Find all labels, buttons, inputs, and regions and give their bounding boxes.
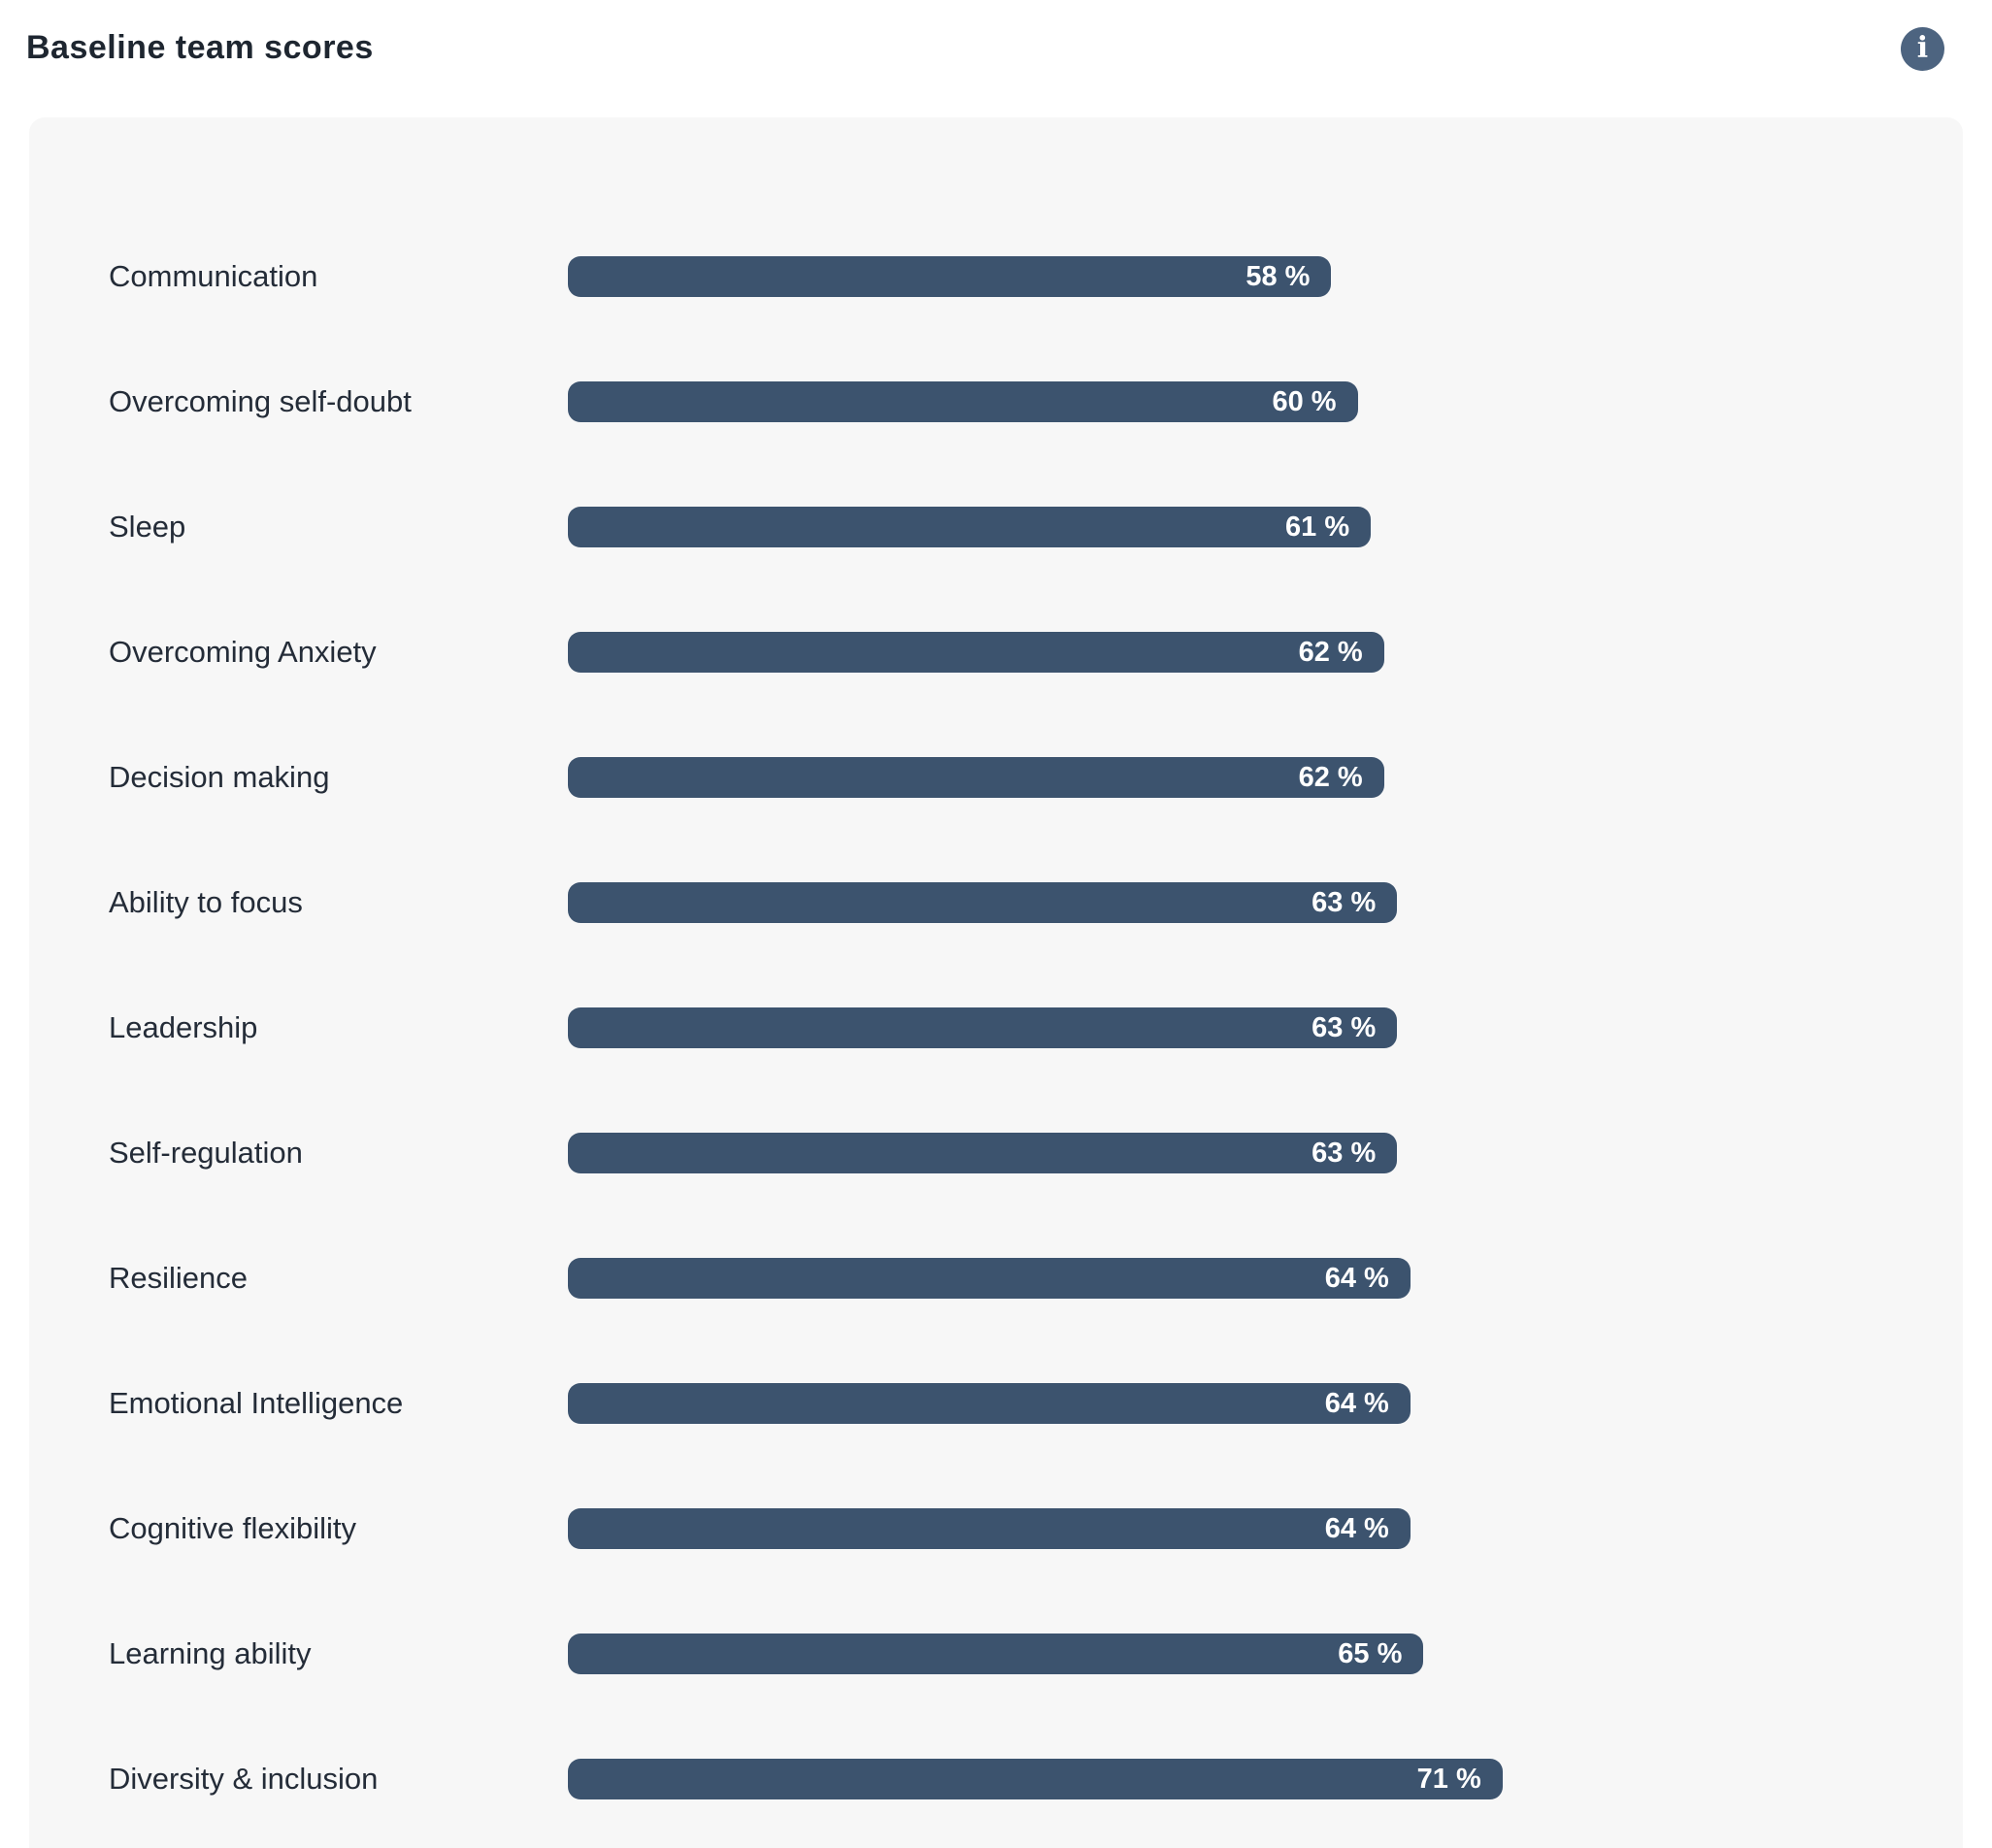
- row-label: Overcoming Anxiety: [109, 635, 377, 669]
- bar-row: Overcoming self-doubt 60 %: [109, 381, 1884, 422]
- bar-value: 63 %: [1311, 1137, 1377, 1169]
- bar-track: 62 %: [568, 757, 1884, 798]
- bar: 65 %: [568, 1634, 1424, 1674]
- chart-title: Baseline team scores: [26, 29, 374, 66]
- bar-track: 64 %: [568, 1383, 1884, 1424]
- bar: 63 %: [568, 882, 1398, 923]
- row-label: Ability to focus: [109, 885, 303, 919]
- row-label: Leadership: [109, 1010, 258, 1044]
- bar-row: Decision making 62 %: [109, 757, 1884, 798]
- bar-row: Communication 58 %: [109, 256, 1884, 297]
- bar-value: 62 %: [1298, 636, 1363, 668]
- bar-value: 62 %: [1298, 761, 1363, 793]
- bar-value: 58 %: [1245, 260, 1311, 292]
- bar-row: Diversity & inclusion 71 %: [109, 1759, 1884, 1799]
- bar: 60 %: [568, 381, 1358, 422]
- bar-value: 63 %: [1311, 1011, 1377, 1043]
- bar-row: Learning ability 65 %: [109, 1634, 1884, 1674]
- row-label: Decision making: [109, 760, 330, 794]
- bar-value: 60 %: [1272, 385, 1337, 417]
- bar: 61 %: [568, 507, 1372, 547]
- bar-row: Ability to focus 63 %: [109, 882, 1884, 923]
- bar-track: 61 %: [568, 507, 1884, 547]
- bar-row: Cognitive flexibility 64 %: [109, 1508, 1884, 1549]
- row-label: Cognitive flexibility: [109, 1511, 356, 1545]
- row-label: Sleep: [109, 510, 186, 544]
- row-label: Resilience: [109, 1261, 249, 1295]
- bar: 64 %: [568, 1258, 1411, 1299]
- bar-row: Resilience 64 %: [109, 1258, 1884, 1299]
- row-label: Communication: [109, 259, 318, 293]
- bar-rows: Communication 58 % Overcoming self-doubt…: [109, 256, 1884, 1848]
- bar-value: 64 %: [1324, 1512, 1389, 1544]
- bar-track: 64 %: [568, 1258, 1884, 1299]
- bar-track: 62 %: [568, 632, 1884, 673]
- bar-track: 63 %: [568, 1007, 1884, 1048]
- info-icon: i: [1916, 30, 1929, 65]
- row-label: Diversity & inclusion: [109, 1762, 379, 1796]
- bar-track: 65 %: [568, 1634, 1884, 1674]
- info-button[interactable]: i: [1901, 27, 1944, 71]
- row-label: Self-regulation: [109, 1136, 303, 1170]
- bar: 64 %: [568, 1383, 1411, 1424]
- bar-track: 63 %: [568, 1133, 1884, 1173]
- bar-row: Leadership 63 %: [109, 1007, 1884, 1048]
- chart-card: Communication 58 % Overcoming self-doubt…: [29, 117, 1963, 1848]
- bar: 71 %: [568, 1759, 1503, 1799]
- bar-track: 71 %: [568, 1759, 1884, 1799]
- bar-value: 61 %: [1285, 511, 1350, 543]
- bar-track: 64 %: [568, 1508, 1884, 1549]
- bar-value: 65 %: [1338, 1637, 1403, 1669]
- bar-value: 71 %: [1416, 1763, 1481, 1795]
- bar: 62 %: [568, 757, 1384, 798]
- row-label: Emotional Intelligence: [109, 1386, 404, 1420]
- bar-value: 64 %: [1324, 1387, 1389, 1419]
- bar-row: Self-regulation 63 %: [109, 1133, 1884, 1173]
- bar: 58 %: [568, 256, 1332, 297]
- bar: 62 %: [568, 632, 1384, 673]
- row-label: Learning ability: [109, 1636, 312, 1670]
- bar-track: 60 %: [568, 381, 1884, 422]
- row-label: Overcoming self-doubt: [109, 384, 412, 418]
- bar-row: Overcoming Anxiety 62 %: [109, 632, 1884, 673]
- bar-track: 58 %: [568, 256, 1884, 297]
- bar: 64 %: [568, 1508, 1411, 1549]
- bar-row: Emotional Intelligence 64 %: [109, 1383, 1884, 1424]
- bar-value: 64 %: [1324, 1262, 1389, 1294]
- bar-row: Sleep 61 %: [109, 507, 1884, 547]
- bar: 63 %: [568, 1133, 1398, 1173]
- bar: 63 %: [568, 1007, 1398, 1048]
- bar-value: 63 %: [1311, 886, 1377, 918]
- bar-track: 63 %: [568, 882, 1884, 923]
